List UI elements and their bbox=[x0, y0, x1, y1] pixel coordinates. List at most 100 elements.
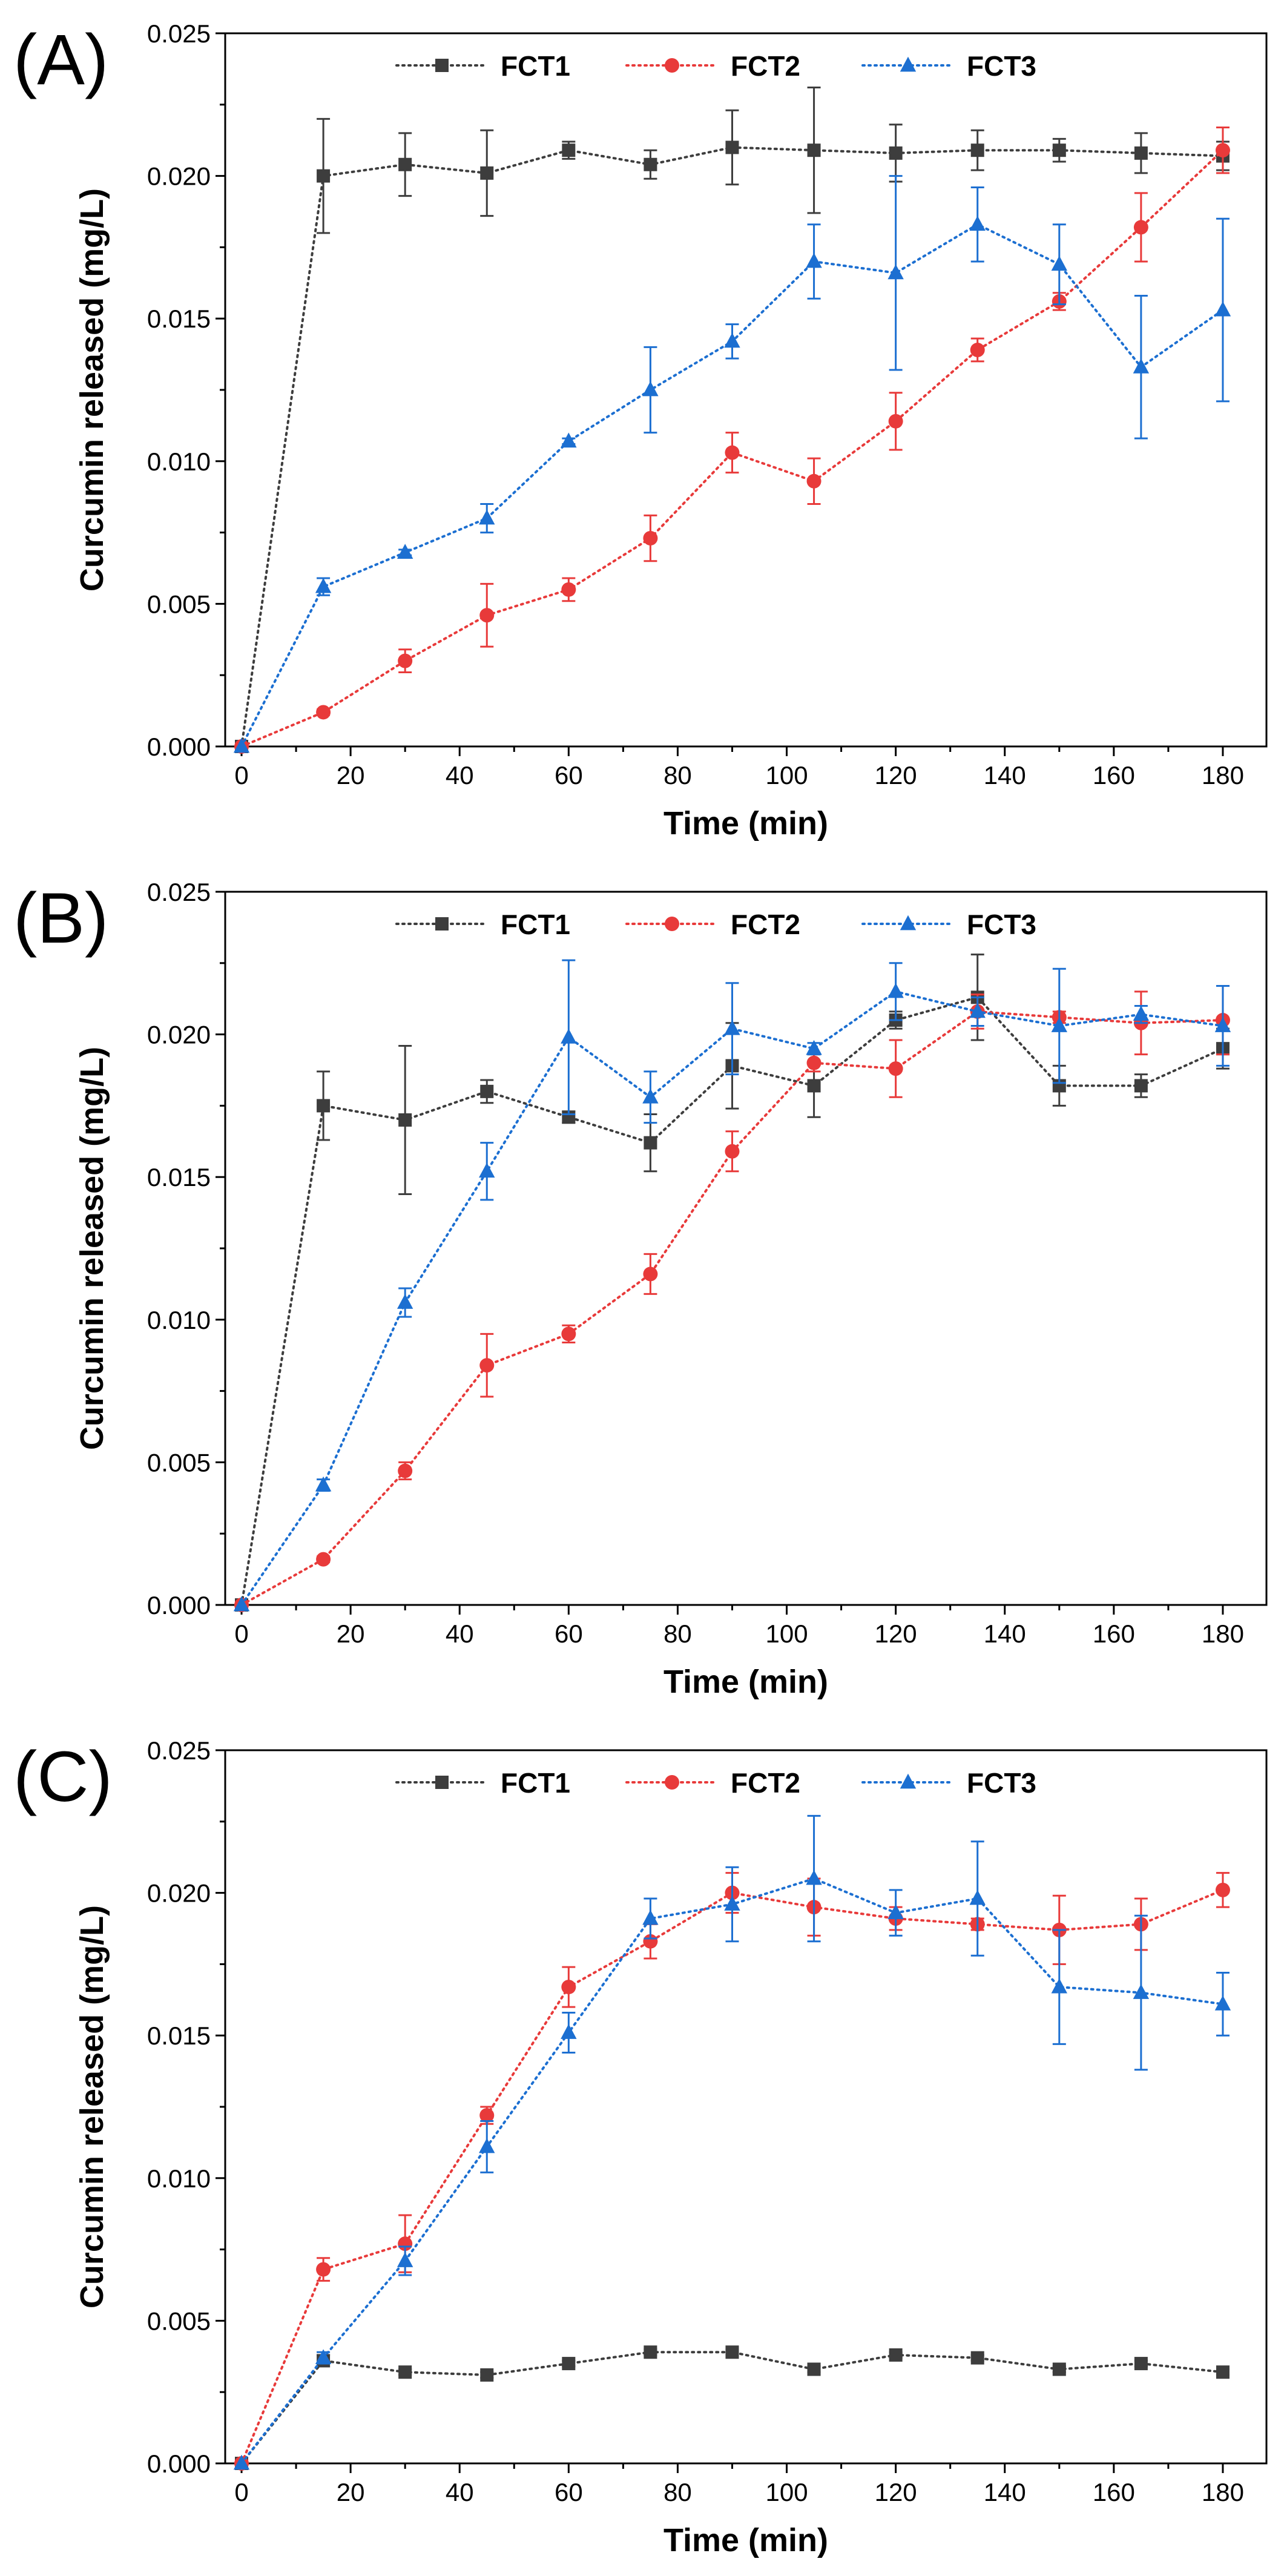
data-point-fct3 bbox=[561, 432, 577, 448]
y-tick-label: 0.020 bbox=[147, 162, 211, 191]
data-point-fct3 bbox=[315, 1476, 332, 1492]
data-point-fct3 bbox=[1214, 1995, 1231, 2011]
y-tick-label: 0.010 bbox=[147, 447, 211, 476]
data-point-fct1 bbox=[562, 2357, 576, 2371]
data-point-fct2 bbox=[479, 608, 495, 623]
y-axis-label: Curcumin released (mg/L) bbox=[74, 1905, 110, 2308]
y-tick-label: 0.000 bbox=[147, 733, 211, 761]
legend-label: FCT3 bbox=[967, 50, 1036, 82]
legend-item-fct3: FCT3 bbox=[861, 909, 1036, 940]
data-point-fct1 bbox=[398, 2365, 412, 2379]
data-point-fct3 bbox=[1133, 1984, 1150, 1999]
data-point-fct3 bbox=[397, 544, 413, 559]
x-tick-label: 160 bbox=[1093, 761, 1135, 789]
data-point-fct2 bbox=[643, 1267, 658, 1282]
data-point-fct1 bbox=[807, 1079, 821, 1093]
data-point-fct1 bbox=[1052, 143, 1066, 157]
series-fct3 bbox=[233, 959, 1231, 1612]
y-tick-label: 0.010 bbox=[147, 2164, 211, 2193]
x-tick-label: 40 bbox=[446, 1619, 474, 1648]
data-point-fct3 bbox=[1214, 1017, 1231, 1032]
plot-frame bbox=[224, 32, 1268, 748]
series-line-fct2 bbox=[240, 1888, 1224, 2465]
data-point-fct3 bbox=[642, 1909, 659, 1925]
legend-item-fct1: FCT1 bbox=[395, 1767, 570, 1799]
data-point-fct2 bbox=[398, 1463, 413, 1478]
x-tick-label: 120 bbox=[875, 2478, 917, 2506]
x-tick-label: 140 bbox=[984, 761, 1026, 789]
data-point-fct3 bbox=[479, 1162, 495, 1178]
data-point-fct3 bbox=[561, 1028, 577, 1044]
y-tick-label: 0.005 bbox=[147, 590, 211, 618]
y-tick-label: 0.025 bbox=[147, 1736, 211, 1765]
chart-c-svg: 0 20 40 60 80 100 120 140 160 180 0.000 0.005 0.010 0… bbox=[74, 1736, 1268, 2558]
data-point-fct1 bbox=[1052, 2362, 1066, 2376]
data-point-fct2 bbox=[725, 1144, 740, 1159]
data-point-fct2 bbox=[888, 413, 903, 429]
data-point-fct2 bbox=[725, 445, 740, 460]
y-tick-label: 0.005 bbox=[147, 2307, 211, 2335]
x-tick-label: 0 bbox=[234, 761, 248, 789]
chart-panel-b: (B) 0 20 40 60 80 100 120 140 160 180 0.000 0.005 0.… bbox=[0, 858, 1284, 1717]
data-point-fct3 bbox=[1214, 301, 1231, 317]
y-tick-label: 0.005 bbox=[147, 1448, 211, 1477]
data-point-fct3 bbox=[479, 509, 495, 525]
panel-label-a: (A) bbox=[13, 20, 109, 100]
legend-label: FCT1 bbox=[501, 1767, 570, 1799]
series-fct3 bbox=[233, 175, 1231, 753]
legend-item-fct3: FCT3 bbox=[861, 50, 1036, 82]
series-fct1 bbox=[235, 87, 1230, 753]
data-point-fct3 bbox=[724, 1020, 740, 1035]
x-tick-label: 60 bbox=[555, 761, 583, 789]
legend-marker bbox=[665, 917, 679, 931]
x-axis-label: Time (min) bbox=[663, 1664, 828, 1700]
data-point-fct3 bbox=[642, 381, 659, 397]
data-point-fct1 bbox=[644, 157, 657, 171]
data-point-fct3 bbox=[397, 1294, 413, 1309]
data-point-fct1 bbox=[1134, 1079, 1148, 1093]
data-point-fct1 bbox=[807, 143, 821, 157]
data-point-fct2 bbox=[1215, 143, 1230, 158]
data-point-fct2 bbox=[316, 2262, 331, 2277]
data-point-fct3 bbox=[642, 1088, 659, 1104]
legend-marker bbox=[900, 56, 917, 72]
plot-frame bbox=[224, 1749, 1268, 2465]
legend-marker bbox=[900, 915, 917, 931]
legend-marker bbox=[665, 1775, 679, 1790]
data-point-fct3 bbox=[969, 1003, 986, 1018]
legend-label: FCT3 bbox=[967, 1767, 1036, 1799]
y-axis-label: Curcumin released (mg/L) bbox=[74, 1047, 110, 1450]
chart-b-svg: 0 20 40 60 80 100 120 140 160 180 0.000 0.005 0.010 0… bbox=[74, 878, 1268, 1700]
data-point-fct2 bbox=[479, 1358, 495, 1373]
legend-marker bbox=[435, 1776, 449, 1789]
data-point-fct1 bbox=[1134, 2357, 1148, 2371]
data-point-fct3 bbox=[233, 2454, 250, 2470]
data-point-fct3 bbox=[887, 264, 904, 280]
data-point-fct3 bbox=[806, 252, 822, 268]
x-tick-label: 100 bbox=[766, 1619, 808, 1648]
x-tick-label: 140 bbox=[984, 2478, 1026, 2506]
x-tick-label: 80 bbox=[663, 1619, 692, 1648]
y-tick-label: 0.020 bbox=[147, 1021, 211, 1049]
legend-item-fct1: FCT1 bbox=[395, 50, 570, 82]
data-point-fct1 bbox=[644, 2345, 657, 2359]
data-point-fct2 bbox=[643, 531, 658, 546]
legend-label: FCT3 bbox=[967, 909, 1036, 940]
legend-label: FCT1 bbox=[501, 909, 570, 940]
data-point-fct1 bbox=[317, 1099, 331, 1113]
x-tick-label: 120 bbox=[875, 1619, 917, 1648]
x-tick-label: 100 bbox=[766, 2478, 808, 2506]
data-point-fct3 bbox=[806, 1039, 822, 1055]
plot-frame bbox=[224, 891, 1268, 1606]
x-tick-label: 60 bbox=[555, 1619, 583, 1648]
series-line-fct3 bbox=[240, 223, 1224, 748]
legend-label: FCT2 bbox=[731, 909, 800, 940]
series-fct2 bbox=[234, 126, 1230, 754]
legend-marker bbox=[900, 1773, 917, 1789]
data-point-fct2 bbox=[316, 705, 331, 720]
x-tick-label: 140 bbox=[984, 1619, 1026, 1648]
data-point-fct1 bbox=[480, 1084, 494, 1098]
y-tick-label: 0.020 bbox=[147, 1879, 211, 1908]
data-point-fct1 bbox=[1216, 2365, 1230, 2379]
legend-marker bbox=[435, 59, 449, 72]
